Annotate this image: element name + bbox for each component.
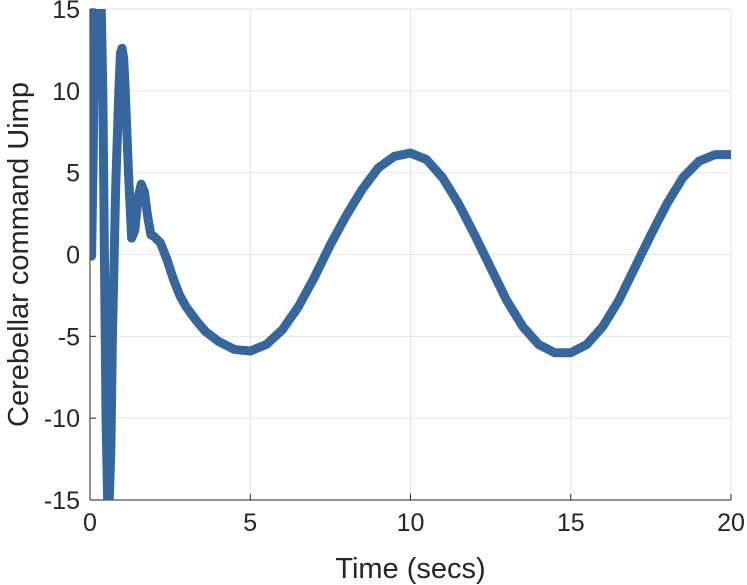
x-tick-label: 0 bbox=[83, 509, 97, 537]
x-tick-labels: 0 5 10 15 20 bbox=[83, 509, 745, 537]
y-tick-label: -10 bbox=[44, 405, 80, 433]
x-tick-label: 5 bbox=[243, 509, 257, 537]
y-tick-label: 10 bbox=[52, 78, 80, 106]
y-tick-label: 15 bbox=[52, 0, 80, 24]
y-tick-label: -15 bbox=[44, 487, 80, 515]
series-line-0 bbox=[90, 9, 731, 500]
y-axis-title: Cerebellar command Uimp bbox=[3, 82, 35, 427]
x-tick-label: 15 bbox=[557, 509, 585, 537]
y-tick-label: 5 bbox=[66, 160, 80, 188]
x-tick-label: 20 bbox=[717, 509, 745, 537]
series-layer bbox=[90, 9, 731, 500]
x-axis-title: Time (secs) bbox=[335, 553, 485, 585]
x-tick-label: 10 bbox=[397, 509, 425, 537]
y-tick-label: 0 bbox=[66, 242, 80, 270]
y-tick-labels: -15 -10 -5 0 5 10 15 bbox=[44, 0, 80, 515]
y-tick-label: -5 bbox=[58, 323, 80, 351]
grid-lines bbox=[89, 8, 732, 501]
